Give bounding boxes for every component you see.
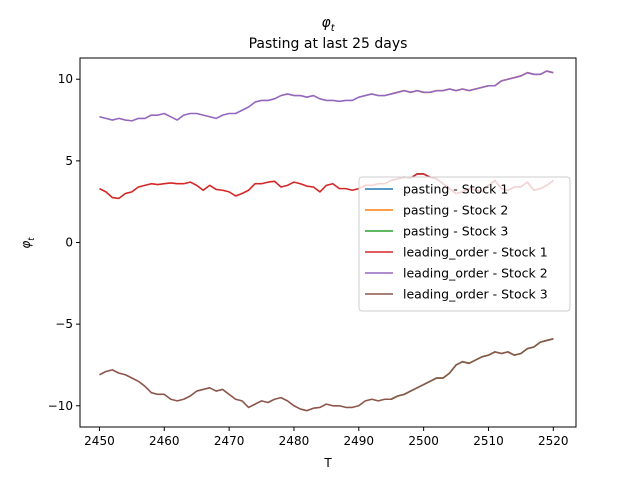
- series-line-5: [99, 70, 554, 122]
- x-axis: 2450 2460 2470 2480 2490 2500 2510 2520: [84, 427, 569, 448]
- y-tick-label: 10: [58, 72, 73, 86]
- x-tick-label: 2520: [538, 434, 569, 448]
- legend-label: leading_order - Stock 1: [403, 245, 548, 260]
- chart-subtitle: Pasting at last 25 days: [249, 36, 408, 52]
- y-axis-label: φt: [19, 237, 36, 249]
- y-axis: −10 −5 0 5 10: [48, 72, 80, 413]
- y-tick-label: −5: [55, 317, 73, 331]
- legend-label: leading_order - Stock 3: [403, 287, 548, 302]
- legend-box: [358, 176, 571, 312]
- y-tick-label: 0: [65, 236, 73, 250]
- x-tick-label: 2500: [408, 434, 439, 448]
- legend-label: pasting - Stock 3: [403, 224, 508, 239]
- chart-title: φt: [321, 15, 335, 34]
- x-axis-label: T: [323, 456, 332, 470]
- x-tick-label: 2490: [344, 434, 375, 448]
- legend-label: pasting - Stock 1: [403, 182, 508, 197]
- x-tick-label: 2470: [214, 434, 245, 448]
- x-tick-label: 2460: [149, 434, 180, 448]
- legend-label: leading_order - Stock 2: [403, 266, 548, 281]
- x-tick-label: 2480: [279, 434, 310, 448]
- x-tick-label: 2510: [473, 434, 504, 448]
- x-tick-label: 2450: [84, 434, 115, 448]
- legend: pasting - Stock 1 pasting - Stock 2 pastin…: [358, 176, 571, 312]
- legend-label: pasting - Stock 2: [403, 203, 508, 218]
- series-line-6: [99, 338, 554, 412]
- y-tick-label: −10: [48, 399, 73, 413]
- y-tick-label: 5: [65, 154, 73, 168]
